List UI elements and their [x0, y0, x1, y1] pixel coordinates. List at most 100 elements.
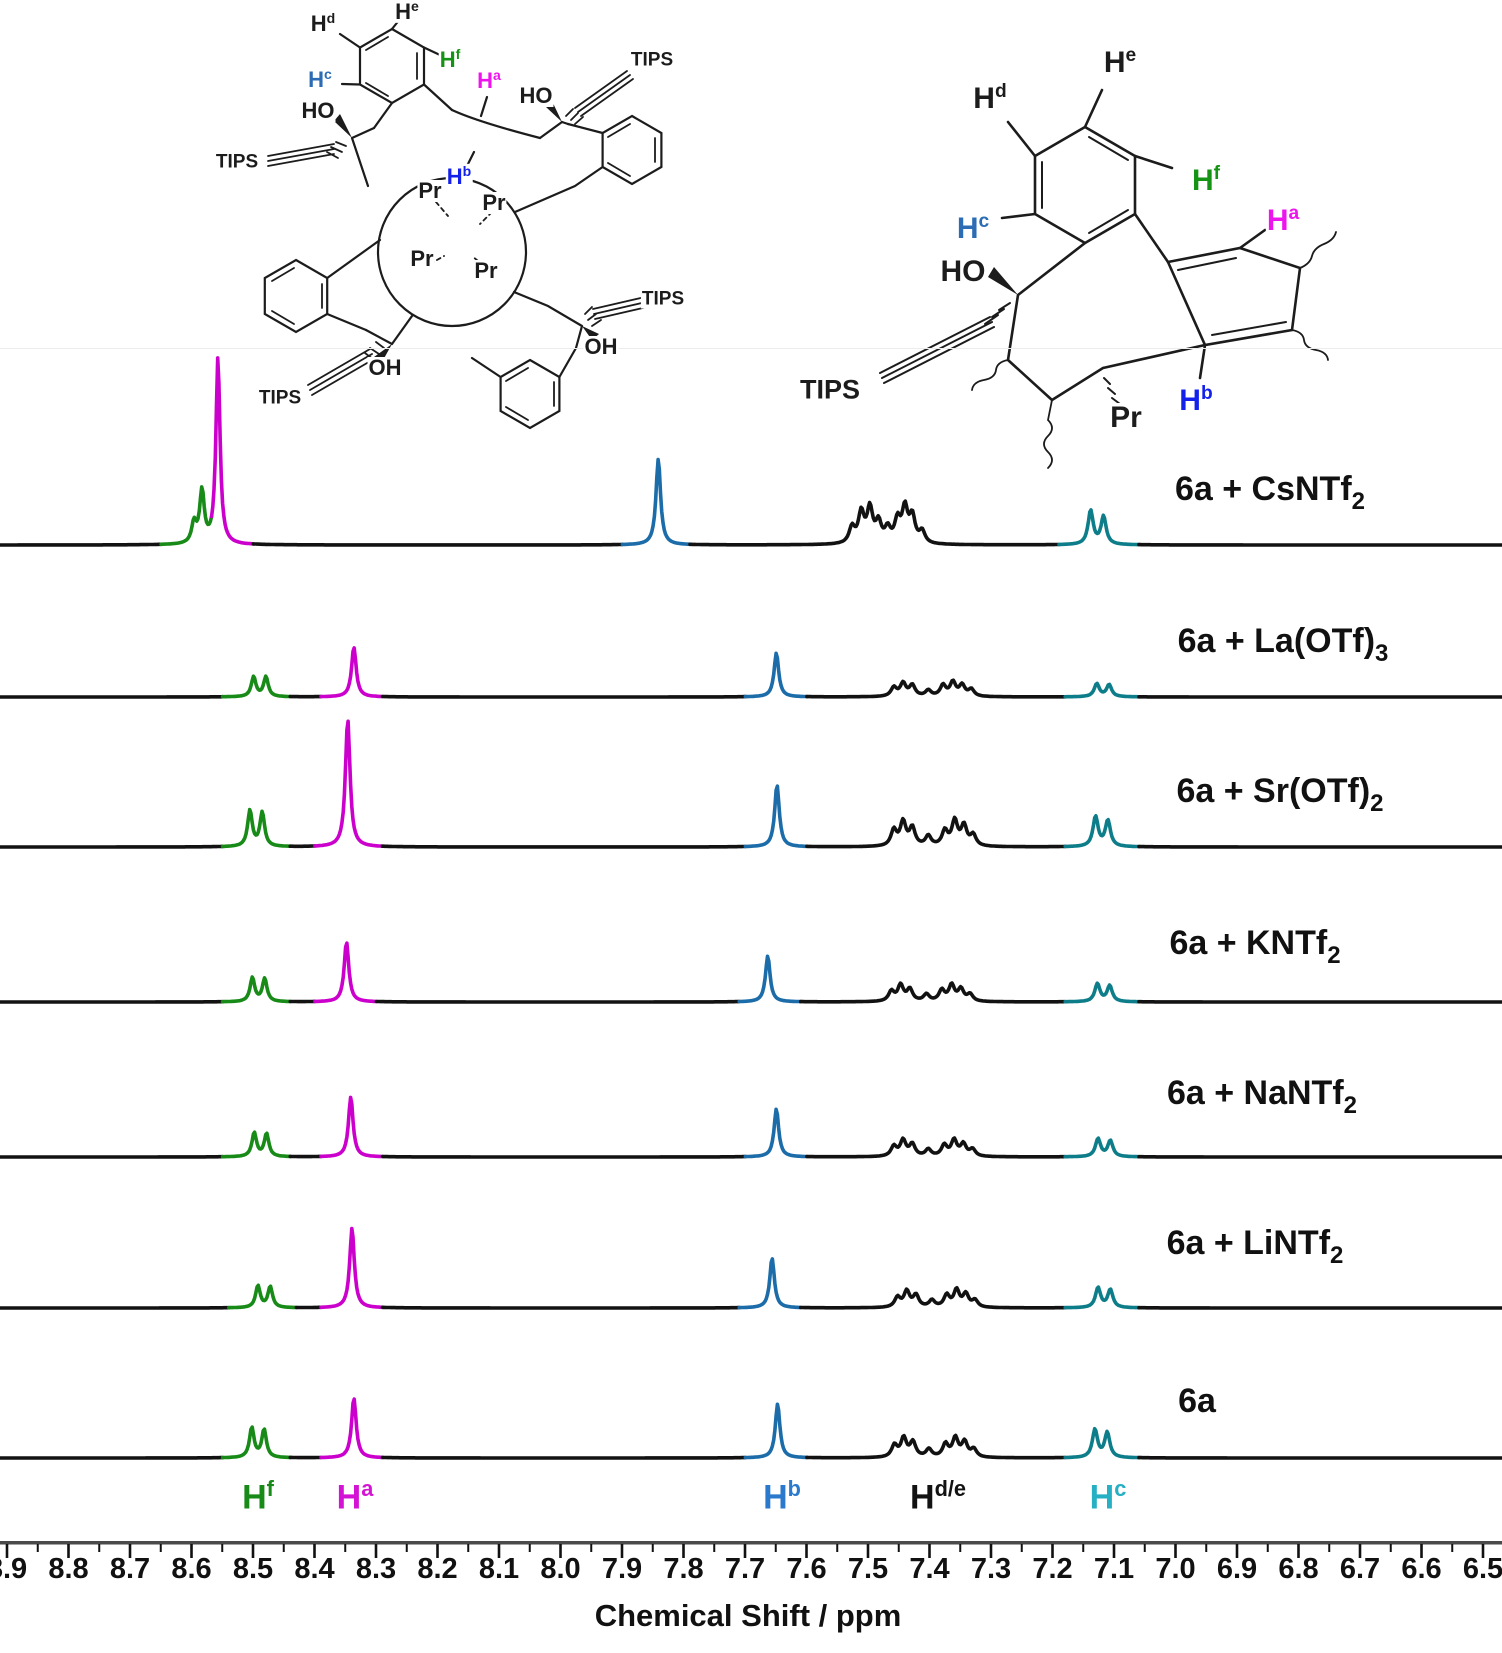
trace-3-segment	[1063, 981, 1141, 1004]
trace-1-curve	[0, 646, 1502, 699]
x-tick-label: 6.9	[1217, 1553, 1257, 1585]
x-tick-label: 8.6	[171, 1553, 211, 1585]
trace-3-segment	[737, 954, 803, 1004]
x-tick-label: 8.8	[48, 1553, 88, 1585]
trace-5-curve	[0, 1226, 1502, 1310]
trace-0-segment	[620, 457, 692, 547]
ha-label-sup: a	[493, 66, 501, 83]
trace-label-6a: 6a	[1178, 1382, 1217, 1420]
x-tick-label: 7.3	[971, 1553, 1011, 1585]
trace-6-segment	[805, 1433, 1067, 1460]
trace-6-curve	[0, 1397, 1502, 1460]
x-tick-label: 6.6	[1401, 1553, 1441, 1585]
hb-label: Hb	[445, 164, 473, 190]
x-tick-label: 8.5	[233, 1553, 273, 1585]
pr-label-1-text: Pr	[418, 178, 442, 203]
x-tick-label: 7.4	[909, 1553, 949, 1585]
trace-0-segment	[1057, 508, 1141, 547]
tips-label-3-text: TIPS	[258, 387, 302, 409]
trace-5-segment	[380, 1305, 741, 1310]
trace-labels: 6a + CsNTf2 6a + La(OTf)3 6a + Sr(OTf)2 6a …	[1167, 470, 1389, 1420]
trace-2-segment	[313, 719, 385, 848]
hc-label: Hc	[307, 67, 333, 93]
he-label-sup: e	[1125, 45, 1137, 66]
pr-label-3: Pr	[409, 246, 435, 271]
trace-3-segment	[313, 941, 379, 1004]
peak-label-sup: f	[266, 1476, 274, 1501]
trace-5-segment	[319, 1226, 385, 1310]
pr-label-2: Pr	[481, 190, 507, 215]
peak-label-Hf: Hf	[242, 1476, 274, 1515]
trace-1-segment	[743, 651, 809, 699]
x-tick-label: 7.9	[602, 1553, 642, 1585]
oh-label-1: OH	[367, 355, 403, 380]
tips-label-text: TIPS	[799, 374, 861, 405]
x-tick-label: 6.7	[1340, 1553, 1380, 1585]
trace-label-6a-sr-otf-2: 6a + Sr(OTf)2	[1176, 772, 1383, 817]
hc-label: Hc	[955, 211, 991, 244]
spectra-traces	[0, 356, 1502, 1460]
left-structure-skeleton	[263, 17, 663, 430]
peak-label-Hd-e: Hd/e	[910, 1478, 966, 1515]
trace-0-segment	[209, 356, 256, 546]
hc-label-text: H	[308, 67, 325, 93]
pr-label-4: Pr	[473, 258, 499, 283]
x-tick-label: 8.1	[479, 1553, 519, 1585]
trace-label-6a-lintf2: 6a + LiNTf2	[1167, 1224, 1344, 1269]
oh-label-1-text: OH	[368, 355, 402, 380]
tips-label-4: TIPS	[640, 288, 686, 310]
ha-label-text: H	[477, 68, 494, 94]
trace-6-segment	[1063, 1426, 1141, 1460]
pr-label: Pr	[1109, 403, 1143, 433]
trace-6-segment	[743, 1402, 809, 1460]
trace-4-segment	[805, 1136, 1067, 1159]
hd-label-sup: d	[994, 81, 1007, 102]
pr-label-4-text: Pr	[474, 258, 498, 283]
tips-label-4-text: TIPS	[641, 288, 685, 310]
ho-label-1: HO	[300, 100, 336, 122]
hd-label-text: H	[973, 82, 995, 115]
hf-label: Hf	[1190, 164, 1222, 197]
hf-label: Hf	[438, 47, 462, 72]
trace-5-segment	[737, 1257, 803, 1310]
trace-label-6a-kntf2: 6a + KNTf2	[1169, 924, 1340, 969]
trace-6-segment	[220, 1425, 293, 1460]
trace-2-curve	[0, 719, 1502, 849]
ha-label-sup: a	[1288, 203, 1300, 224]
trace-3-segment	[374, 999, 741, 1004]
hd-label: Hd	[309, 11, 337, 37]
tips-label-3: TIPS	[257, 387, 303, 409]
pr-label-3-text: Pr	[410, 246, 434, 271]
he-label-sup: e	[411, 0, 419, 14]
pr-label-2-text: Pr	[482, 190, 506, 215]
pr-label-1: Pr	[417, 178, 443, 203]
x-tick-label: 7.8	[663, 1553, 703, 1585]
hb-label-text: H	[446, 164, 463, 190]
trace-3-segment	[220, 975, 293, 1004]
trace-5-segment	[227, 1283, 299, 1310]
trace-2-segment	[1063, 814, 1141, 849]
trace-1-segment	[805, 678, 1067, 699]
peak-label-Hb: Hb	[763, 1478, 801, 1515]
x-tick-label: 8.3	[356, 1553, 396, 1585]
x-tick-label: 7.0	[1155, 1553, 1195, 1585]
trace-3-curve	[0, 941, 1502, 1004]
x-axis-ruler	[0, 1541, 1502, 1545]
right-structure-skeleton	[879, 88, 1337, 469]
x-axis: 8.9 8.8 8.7 8.6 8.5 8.4 8.3 8.2 8.1 8.0 7.9 7.8 7.7 7…	[0, 1541, 1502, 1585]
hd-label-text: H	[310, 11, 327, 37]
peak-label-Hc: Hc	[1090, 1478, 1127, 1515]
x-tick-label: 7.6	[786, 1553, 826, 1585]
trace-4-segment	[1063, 1136, 1141, 1159]
trace-2-segment	[380, 844, 748, 849]
x-tick-label: 8.0	[540, 1553, 580, 1585]
hb-label: Hb	[1178, 384, 1214, 416]
hc-label-sup: c	[978, 211, 990, 232]
hf-label-text: H	[1191, 164, 1214, 197]
tips-label-1: TIPS	[214, 152, 260, 172]
trace-2-segment	[743, 784, 809, 849]
oh-label-2-text: OH	[584, 334, 618, 359]
trace-2-segment	[220, 807, 293, 849]
